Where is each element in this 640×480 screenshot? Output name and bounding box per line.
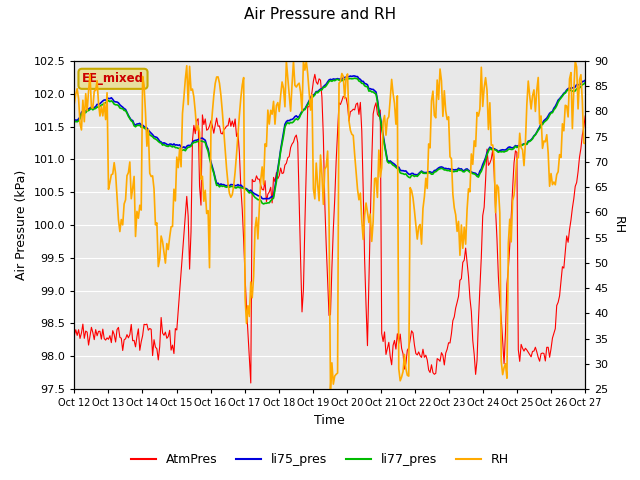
Y-axis label: RH: RH (612, 216, 625, 234)
X-axis label: Time: Time (314, 414, 345, 427)
Y-axis label: Air Pressure (kPa): Air Pressure (kPa) (15, 170, 28, 280)
Text: EE_mixed: EE_mixed (82, 72, 144, 85)
Legend: AtmPres, li75_pres, li77_pres, RH: AtmPres, li75_pres, li77_pres, RH (125, 448, 515, 471)
Text: Air Pressure and RH: Air Pressure and RH (244, 7, 396, 22)
